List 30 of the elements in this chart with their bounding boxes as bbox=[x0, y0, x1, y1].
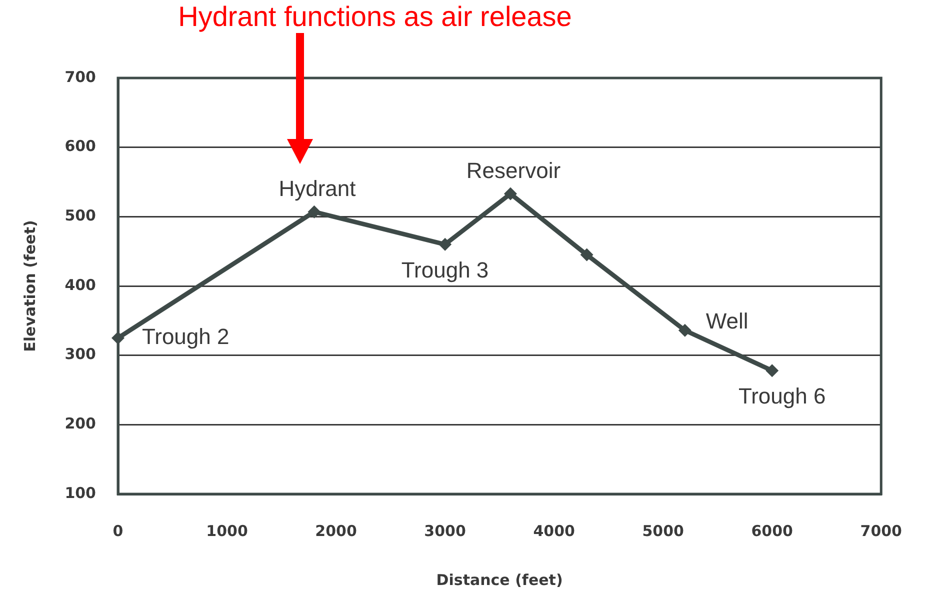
annotation: Hydrant bbox=[278, 176, 356, 201]
point bbox=[438, 238, 452, 251]
x-tick-label: 6000 bbox=[751, 522, 793, 540]
point bbox=[766, 364, 779, 378]
x-tick-label: 5000 bbox=[642, 522, 684, 540]
y-axis-title: Elevation (feet) bbox=[20, 220, 39, 352]
annotation: Trough 3 bbox=[401, 257, 489, 282]
point bbox=[308, 205, 321, 218]
x-tick-label: 7000 bbox=[860, 522, 902, 540]
annotation: Trough 6 bbox=[738, 384, 826, 409]
x-tick-label: 1000 bbox=[206, 522, 248, 540]
point bbox=[504, 187, 517, 200]
x-tick-label: 3000 bbox=[424, 522, 466, 540]
text: Hydrant functions as air release bbox=[177, 0, 573, 34]
y-tick-label: 100 bbox=[64, 484, 96, 502]
y-tick-label: 200 bbox=[64, 414, 96, 433]
point bbox=[678, 324, 692, 337]
annotation: Trough 2 bbox=[142, 324, 230, 350]
x-tick-label: 2000 bbox=[315, 522, 357, 540]
y-tick-label: 300 bbox=[64, 345, 96, 364]
y-tick-label: 600 bbox=[64, 137, 96, 156]
x-axis-title: Distance (feet) bbox=[436, 570, 563, 589]
annotation: Reservoir bbox=[466, 158, 561, 183]
y-tick-label: 400 bbox=[64, 276, 96, 294]
annotation: Well bbox=[706, 308, 748, 334]
y-tick-label: 500 bbox=[64, 206, 96, 225]
y-tick-label: 700 bbox=[64, 68, 96, 86]
x-tick-label: 0 bbox=[112, 522, 124, 540]
x-tick-label: 4000 bbox=[533, 522, 575, 540]
point bbox=[580, 248, 594, 262]
